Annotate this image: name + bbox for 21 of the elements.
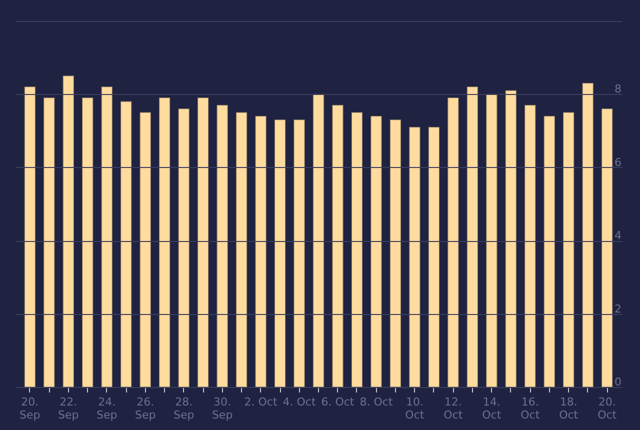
y-tick-label: 2 [614,302,622,316]
x-tick-label: 16. Oct [520,396,540,422]
x-tick-label: 22. Sep [58,396,79,422]
x-tick-label: 30. Sep [212,396,233,422]
x-tick-label: 20. Sep [20,396,40,422]
x-tick-label: 28. Sep [173,396,194,422]
y-tick-label: 8 [614,82,622,96]
y-tick-label: 4 [614,229,622,242]
x-tick-label: 24. Sep [96,396,118,422]
x-tick-label: 18. Oct [559,396,579,422]
x-tick-label: 26. Sep [134,396,156,422]
x-tick-label: 8. Oct [360,396,394,408]
y-tick-label: 0 [614,376,622,388]
x-tick-label: 2. Oct [244,396,278,408]
x-tick-label: 14. Oct [482,396,502,422]
x-tick-label: 6. Oct [321,396,355,408]
y-tick-label: 6 [614,156,622,169]
x-tick-label: 10. Oct [405,396,425,422]
x-tick-label: 20. Oct [598,396,618,422]
x-tick-label: 12. Oct [444,396,464,422]
x-tick-label: 4. Oct [282,396,316,408]
